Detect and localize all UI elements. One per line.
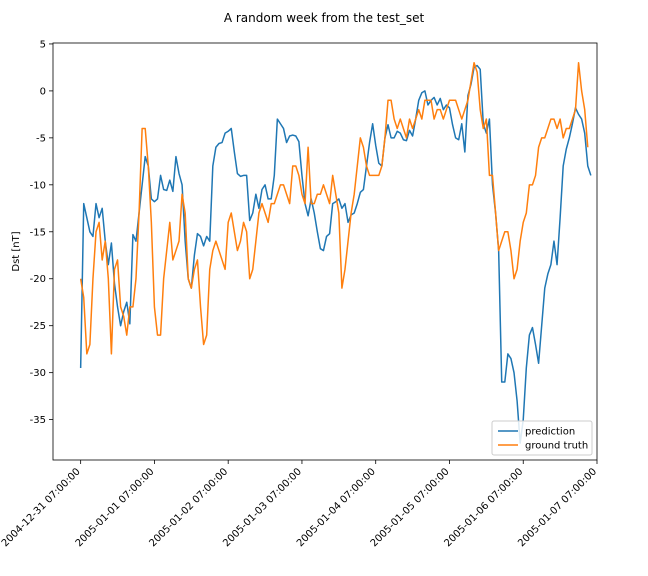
y-axis: 5 0 -5 -10 -15 -20 -25 -30 -35 (30, 39, 53, 426)
y-axis-title: Dst [nT] (11, 231, 22, 271)
legend-label: prediction (525, 427, 575, 438)
y-tick-label: -20 (30, 274, 46, 285)
series-lines (79, 61, 592, 444)
y-tick-label: -10 (30, 180, 46, 191)
x-tick-label: 2004-12-31 07:00:00 (0, 466, 83, 549)
legend: prediction ground truth (491, 420, 593, 456)
y-tick-label: -30 (30, 368, 46, 379)
y-tick-label: -25 (30, 321, 46, 332)
x-tick-label: 2005-01-03 07:00:00 (221, 466, 304, 549)
x-tick-label: 2005-01-04 07:00:00 (295, 466, 378, 549)
x-tick-label: 2005-01-05 07:00:00 (369, 466, 452, 549)
x-tick-label: 2005-01-02 07:00:00 (147, 466, 230, 549)
y-tick-label: 5 (40, 39, 46, 50)
x-tick-label: 2005-01-01 07:00:00 (74, 466, 157, 549)
legend-box (491, 420, 593, 456)
y-tick-label: -5 (36, 133, 46, 144)
x-tick-label: 2005-01-07 07:00:00 (516, 466, 599, 549)
series-line-0 (79, 64, 592, 444)
chart-title: A random week from the test_set (224, 11, 425, 25)
y-tick-label: -35 (30, 415, 46, 426)
series-line-1 (79, 61, 589, 355)
y-tick-label: -15 (30, 227, 46, 238)
legend-label: ground truth (525, 441, 588, 452)
x-tick-label: 2005-01-06 07:00:00 (442, 466, 525, 549)
y-tick-label: 0 (40, 86, 46, 97)
plot-area (52, 42, 598, 461)
